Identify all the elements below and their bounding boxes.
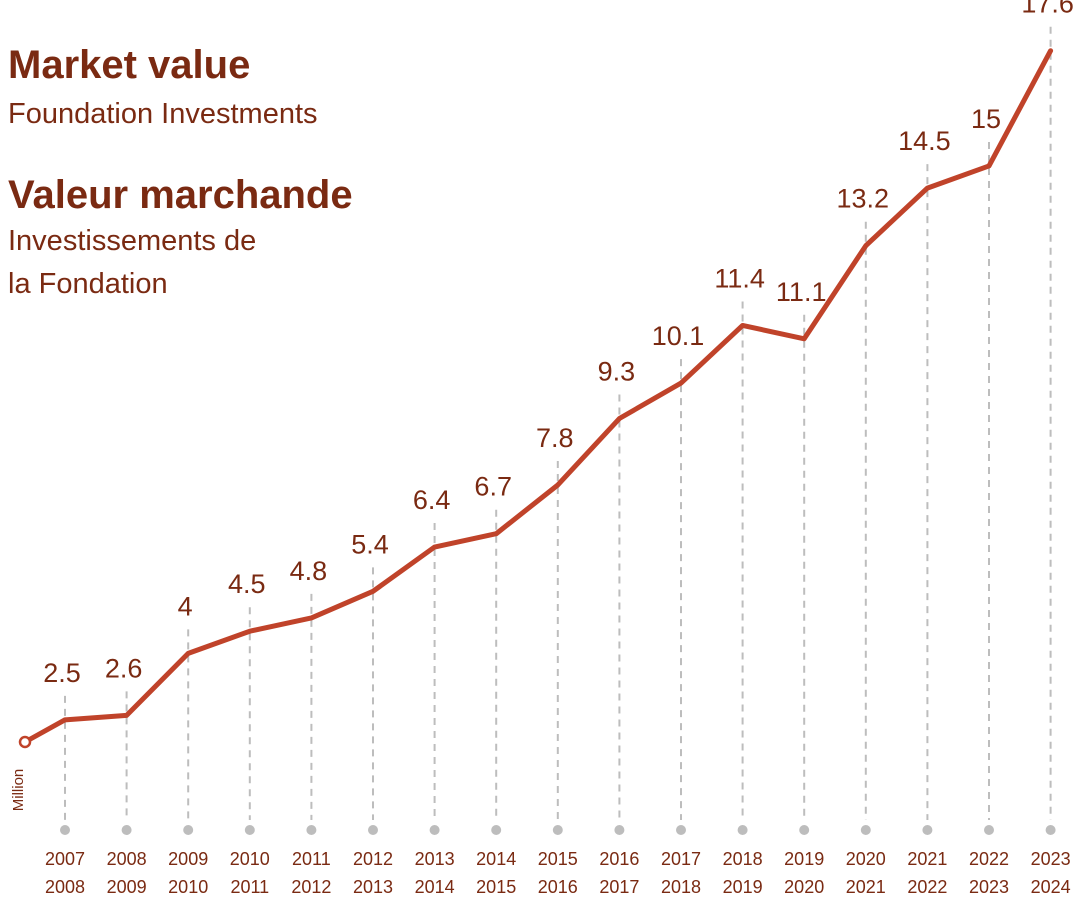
- y-axis-label: Million: [10, 769, 27, 812]
- x-tick-label: 2016: [599, 849, 639, 869]
- origin-marker: [18, 735, 32, 749]
- chart-subtitle-fr: la Fondation: [8, 268, 168, 300]
- axis-dot: [676, 825, 686, 835]
- axis-dot: [183, 825, 194, 835]
- x-tick-label: 2010: [230, 849, 270, 869]
- axis-dot: [922, 825, 933, 835]
- x-tick-label: 2009: [168, 849, 208, 869]
- x-tick-label: 2011: [292, 849, 331, 869]
- x-tick-label: 2007: [45, 849, 85, 869]
- data-label: 5.4: [351, 529, 389, 559]
- origin-connector: [22, 717, 68, 745]
- x-tick-label: 2018: [723, 849, 763, 869]
- x-tick-label: 2021: [907, 849, 947, 869]
- x-tick-label: 2016: [538, 877, 578, 897]
- x-tick-label: 2023: [969, 877, 1009, 897]
- data-label: 10.1: [652, 321, 705, 351]
- axis-dot: [429, 825, 440, 835]
- x-tick-label: 2022: [907, 877, 947, 897]
- x-tick-label: 2024: [1031, 877, 1071, 897]
- axis-dot: [984, 825, 994, 835]
- data-label: 6.7: [474, 472, 512, 502]
- data-label: 2.5: [43, 658, 81, 688]
- data-label: 4.5: [228, 569, 266, 599]
- x-tick-label: 2017: [599, 877, 639, 897]
- axis-dot: [1045, 825, 1056, 835]
- x-tick-label: 2014: [476, 849, 516, 869]
- data-label: 11.4: [714, 263, 765, 293]
- x-tick-label: 2019: [784, 849, 824, 869]
- x-tick-label: 2018: [661, 877, 701, 897]
- axis-dot: [368, 825, 378, 835]
- x-tick-label: 2008: [107, 849, 147, 869]
- x-tick-label: 2012: [353, 849, 393, 869]
- axis-dot: [60, 825, 70, 835]
- x-tick-label: 2020: [784, 877, 824, 897]
- x-tick-label: 2011: [230, 877, 269, 897]
- x-tick-label: 2015: [476, 877, 516, 897]
- axis-dot: [799, 825, 810, 835]
- x-tick-label: 2022: [969, 849, 1009, 869]
- data-label: 17.6: [1021, 0, 1073, 19]
- chart-title-fr: Valeur marchande: [8, 173, 353, 217]
- data-label: 11.1: [776, 277, 827, 307]
- x-tick-label: 2013: [415, 849, 455, 869]
- chart-subtitle-fr: Investissements de: [8, 225, 256, 257]
- data-label: 14.5: [898, 126, 951, 156]
- x-tick-label: 2017: [661, 849, 701, 869]
- data-label: 13.2: [837, 184, 890, 214]
- chart-subtitle: Foundation Investments: [8, 98, 318, 130]
- data-label: 4.8: [290, 556, 328, 586]
- chart-title: Market value: [8, 43, 250, 87]
- x-tick-label: 2012: [291, 877, 331, 897]
- x-tick-label: 2019: [723, 877, 763, 897]
- data-label: 15: [971, 104, 1001, 134]
- x-tick-label: 2014: [415, 877, 455, 897]
- axis-dot: [491, 825, 502, 835]
- x-tick-label: 2020: [846, 849, 886, 869]
- axis-dot: [244, 825, 255, 835]
- data-label: 6.4: [413, 485, 451, 515]
- data-label: 4: [178, 591, 193, 621]
- x-tick-label: 2013: [353, 877, 393, 897]
- axis-dot: [614, 825, 625, 835]
- x-tick-label: 2010: [168, 877, 208, 897]
- data-label: 7.8: [536, 423, 574, 453]
- line-series: [62, 48, 1054, 723]
- data-label: 2.6: [105, 653, 143, 683]
- x-tick-label: 2023: [1031, 849, 1071, 869]
- axis-dot: [860, 825, 871, 835]
- x-tick-label: 2021: [846, 877, 886, 897]
- axis-dot: [306, 825, 317, 835]
- x-tick-label: 2015: [538, 849, 578, 869]
- x-tick-label: 2008: [45, 877, 85, 897]
- x-tick-label: 2009: [107, 877, 147, 897]
- axis-dot: [121, 825, 132, 835]
- axis-dot: [737, 825, 748, 835]
- axis-dot: [552, 825, 563, 835]
- data-label: 9.3: [598, 357, 636, 387]
